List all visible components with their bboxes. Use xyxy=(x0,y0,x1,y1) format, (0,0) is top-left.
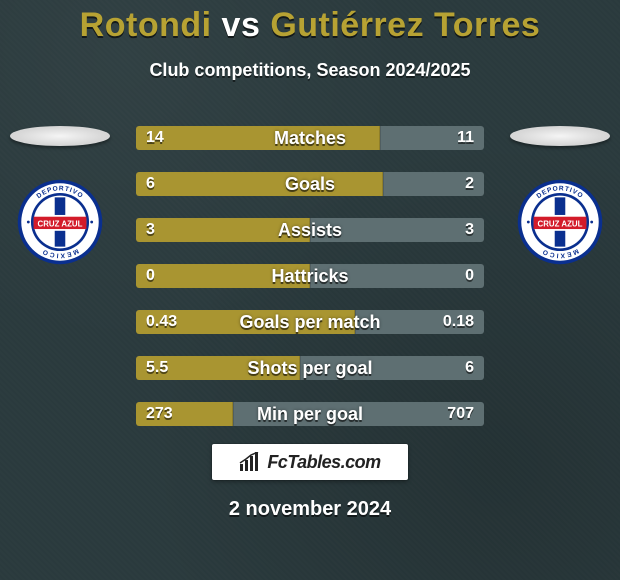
stat-row: 14 11 Matches xyxy=(136,126,484,150)
stat-fill-b xyxy=(380,126,484,150)
player-b-avatar-placeholder xyxy=(510,126,610,146)
title-player-a: Rotondi xyxy=(80,6,212,44)
stat-fill-a xyxy=(136,356,300,380)
svg-text:CRUZ AZUL: CRUZ AZUL xyxy=(38,219,83,228)
stat-bars: 14 11 Matches 6 2 Goals 3 3 Assists 0 0 … xyxy=(136,126,484,448)
stat-fill-b xyxy=(233,402,484,426)
page-title: Rotondi vs Gutiérrez Torres xyxy=(0,6,620,45)
bar-chart-icon xyxy=(239,452,261,472)
stat-row: 0.43 0.18 Goals per match xyxy=(136,310,484,334)
stat-fill-a xyxy=(136,218,310,242)
stat-row: 273 707 Min per goal xyxy=(136,402,484,426)
stat-fill-b xyxy=(310,218,484,242)
stat-fill-a xyxy=(136,264,310,288)
brand-box: FcTables.com xyxy=(212,444,408,480)
player-a-avatar-placeholder xyxy=(10,126,110,146)
brand-text: FcTables.com xyxy=(267,452,380,473)
stat-row: 6 2 Goals xyxy=(136,172,484,196)
stat-fill-b xyxy=(300,356,484,380)
player-b-club-badge: CRUZ AZUL DEPORTIVO MEXICO xyxy=(516,178,604,266)
stat-fill-a xyxy=(136,402,233,426)
stat-row: 3 3 Assists xyxy=(136,218,484,242)
title-vs: vs xyxy=(222,6,261,44)
player-b-column: CRUZ AZUL DEPORTIVO MEXICO xyxy=(510,126,610,266)
title-player-b: Gutiérrez Torres xyxy=(270,6,540,44)
date-label: 2 november 2024 xyxy=(0,498,620,521)
stat-fill-a xyxy=(136,310,355,334)
stat-row: 5.5 6 Shots per goal xyxy=(136,356,484,380)
player-a-club-badge: CRUZ AZUL DEPORTIVO MEXICO xyxy=(16,178,104,266)
stat-fill-b xyxy=(383,172,484,196)
stat-row: 0 0 Hattricks xyxy=(136,264,484,288)
svg-text:CRUZ AZUL: CRUZ AZUL xyxy=(538,219,583,228)
subtitle: Club competitions, Season 2024/2025 xyxy=(0,60,620,81)
stat-fill-a xyxy=(136,172,383,196)
stat-fill-a xyxy=(136,126,380,150)
player-a-column: CRUZ AZUL DEPORTIVO MEXICO xyxy=(10,126,110,266)
stat-fill-b xyxy=(355,310,484,334)
stat-fill-b xyxy=(310,264,484,288)
